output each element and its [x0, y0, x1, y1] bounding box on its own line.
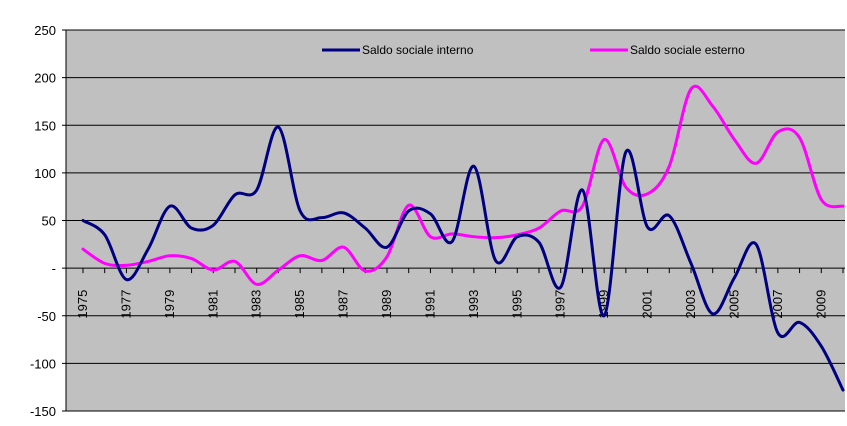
- y-tick-label: -50: [37, 309, 56, 324]
- x-axis-ticks: 1975 1977 1979 1981 1983 1985 1987 1989 1991 1993…: [75, 268, 844, 319]
- x-tick-label: 1991: [422, 290, 437, 319]
- y-tick-label: -: [52, 261, 56, 276]
- x-tick-label: 1983: [249, 290, 264, 319]
- y-tick-label: 200: [34, 71, 56, 86]
- series-lines: [81, 84, 845, 392]
- x-tick-label: 1997: [553, 290, 568, 319]
- x-tick-label: 2001: [640, 290, 655, 319]
- x-tick-label: 2005: [726, 290, 741, 319]
- series-line-saldo-sociale-esterno: [81, 84, 845, 286]
- gridlines: [66, 29, 845, 412]
- legend-item-saldo-sociale-interno: Saldo sociale interno: [362, 43, 474, 57]
- y-tick-label: -150: [30, 404, 56, 419]
- x-tick-label: 1977: [118, 290, 133, 319]
- x-tick-label: 1987: [336, 290, 351, 319]
- series-line-saldo-sociale-interno: [81, 125, 845, 392]
- legend: Saldo sociale interno Saldo sociale ester…: [322, 43, 745, 57]
- x-tick-label: 2007: [770, 290, 785, 319]
- y-tick-label: 100: [34, 166, 56, 181]
- x-tick-label: 1995: [509, 290, 524, 319]
- y-axis-ticks: 250 200 150 100 50 - -50 -100 -150: [30, 23, 66, 419]
- x-tick-label: 1975: [75, 290, 90, 319]
- x-tick-label: 1985: [292, 290, 307, 319]
- x-tick-label: 2009: [813, 290, 828, 319]
- y-tick-label: 150: [34, 118, 56, 133]
- x-tick-label: 2003: [683, 290, 698, 319]
- y-tick-label: 250: [34, 23, 56, 38]
- legend-item-saldo-sociale-esterno: Saldo sociale esterno: [630, 43, 745, 57]
- x-tick-label: 1981: [205, 290, 220, 319]
- x-tick-label: 1993: [466, 290, 481, 319]
- x-tick-label: 1989: [379, 290, 394, 319]
- y-tick-label: -100: [30, 356, 56, 371]
- x-tick-label: 1979: [162, 290, 177, 319]
- y-tick-label: 50: [42, 214, 56, 229]
